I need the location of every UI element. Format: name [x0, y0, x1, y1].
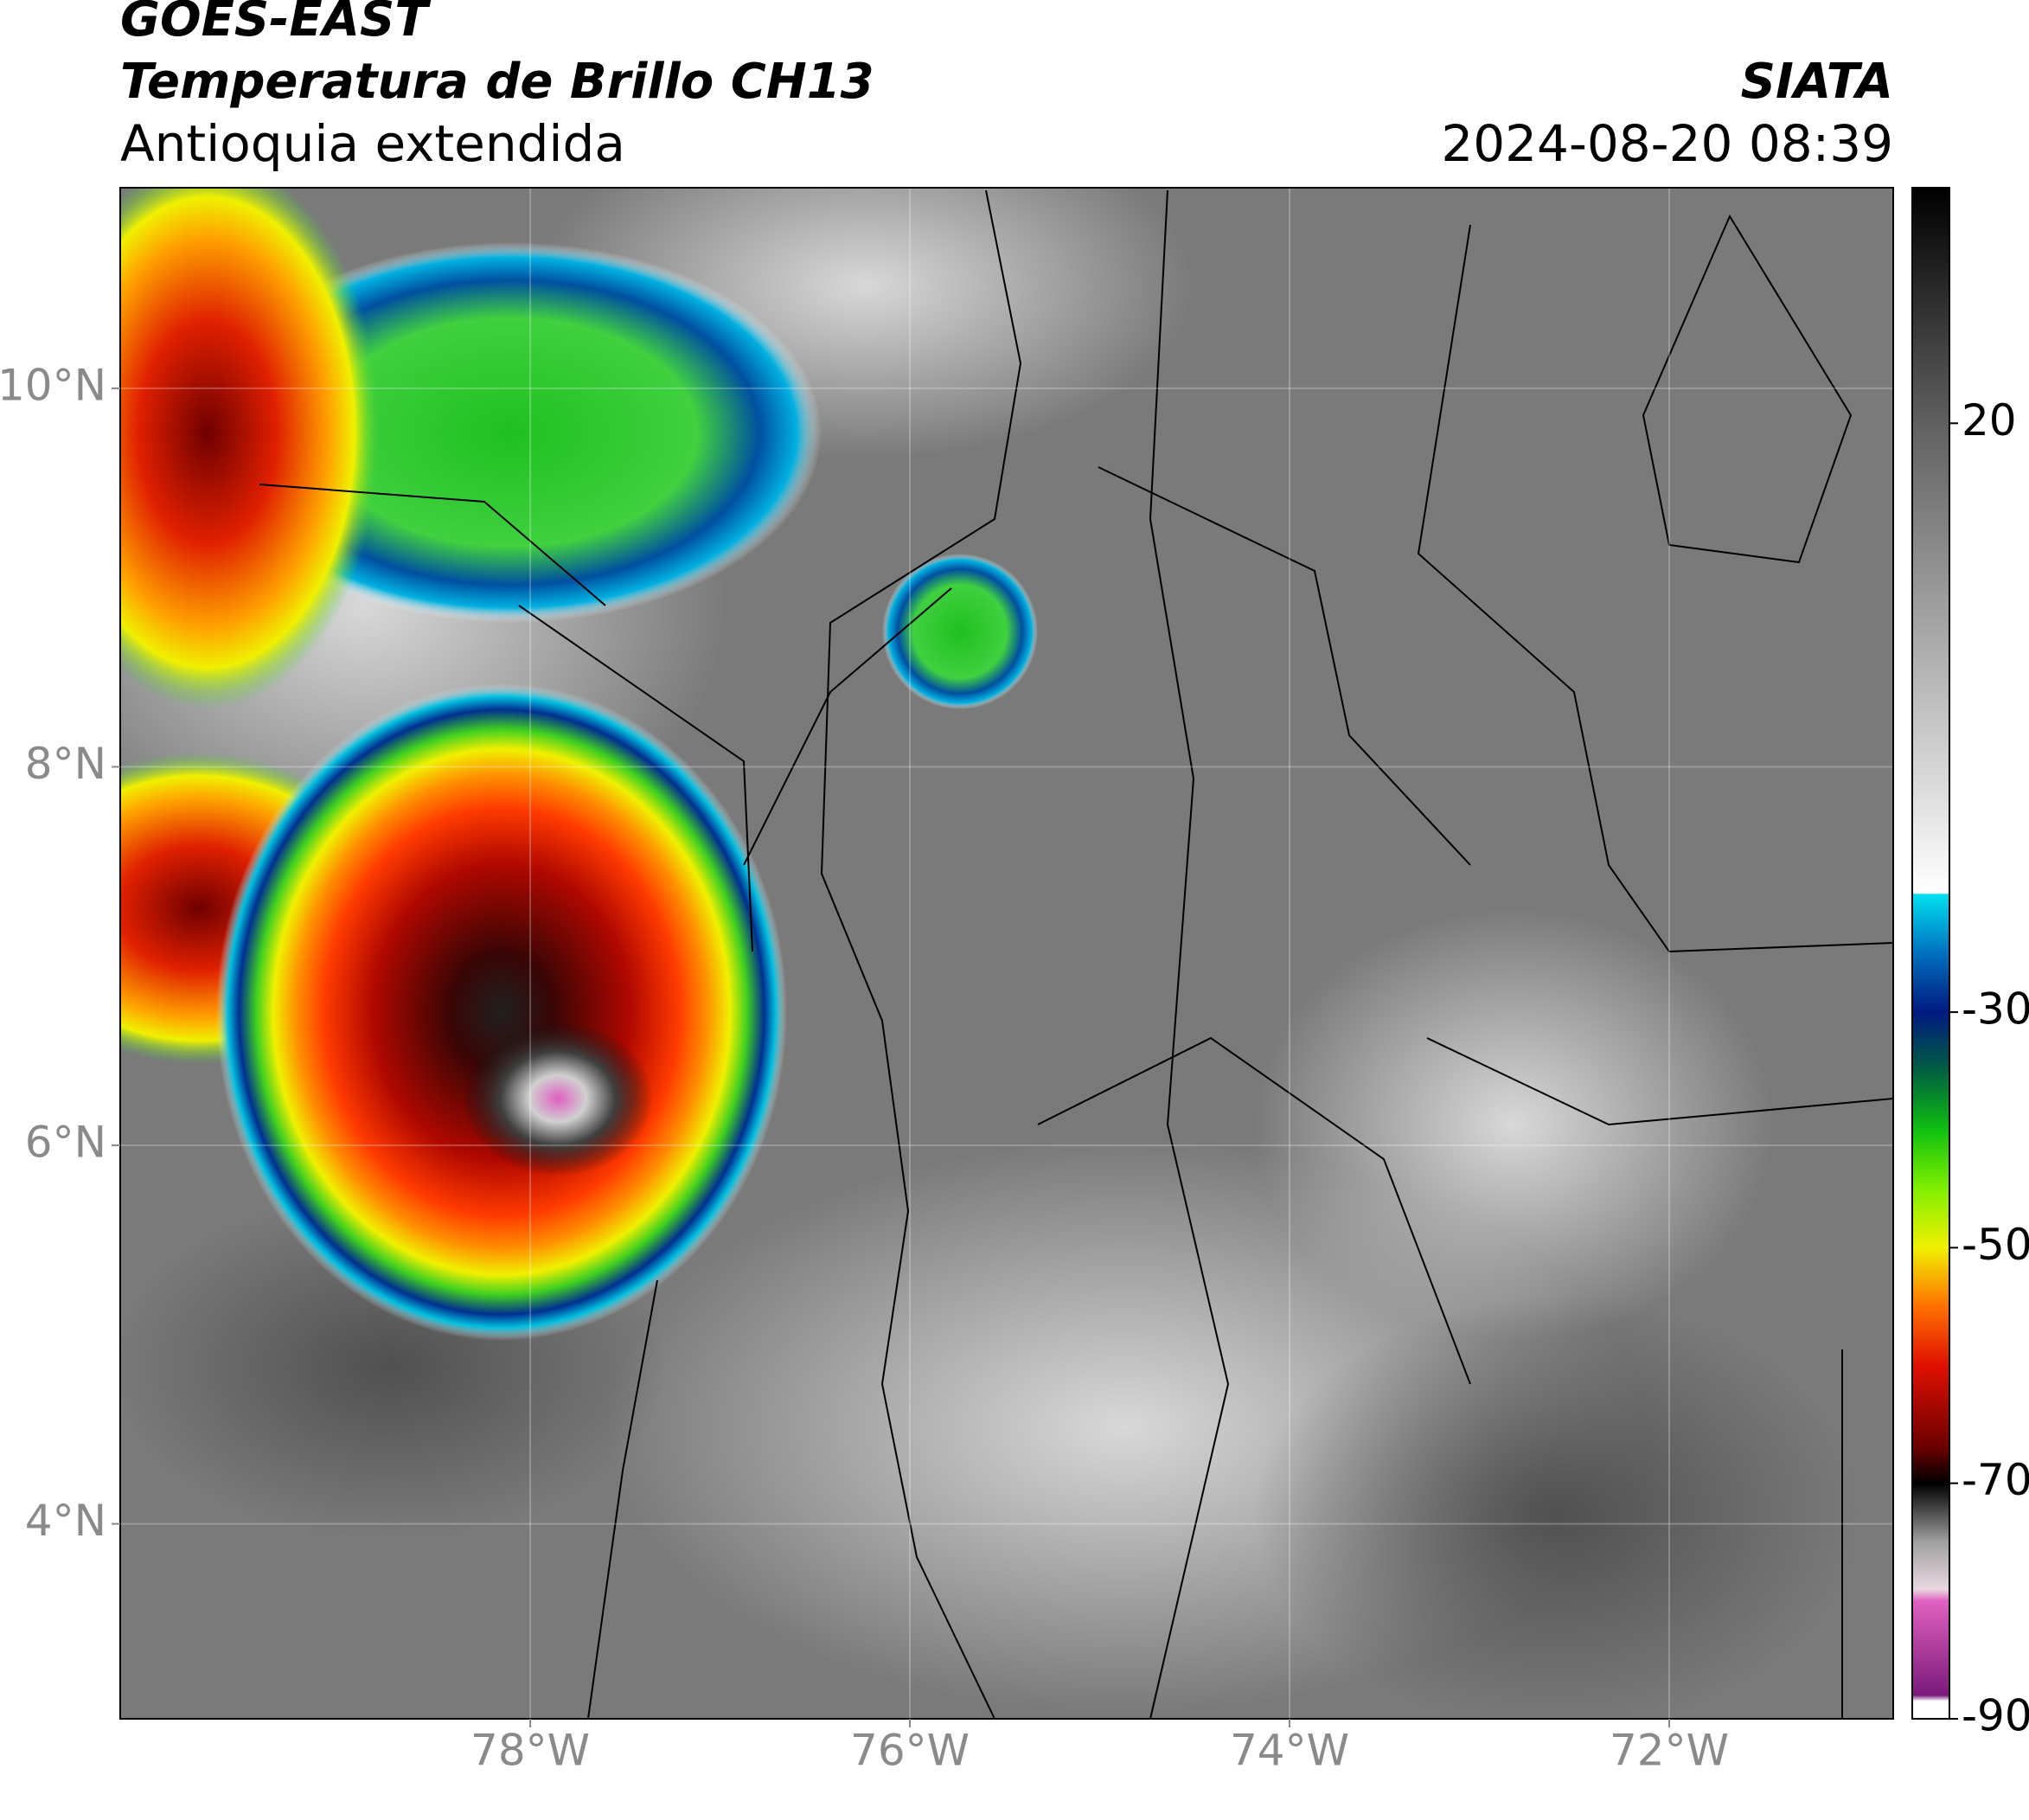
y-tick-label: 8°N [25, 739, 106, 789]
x-tick-label: 76°W [850, 1726, 970, 1776]
colorbar-tick-label: -90 [1962, 1691, 2029, 1741]
subtitle: Temperatura de Brillo CH13 [120, 54, 874, 110]
x-tick-label: 72°W [1610, 1726, 1729, 1776]
storm [216, 683, 787, 1341]
source: SIATA [1741, 54, 1893, 110]
borders [259, 189, 1893, 1719]
timestamp: 2024-08-20 08:39 [1441, 114, 1893, 173]
y-tick-label: 10°N [0, 360, 106, 410]
map-frame [119, 187, 1894, 1720]
colorbar-tick-label: -70 [1962, 1455, 2029, 1505]
region: Antioquia extendida [120, 114, 625, 173]
colorbar-tick-label: -30 [1962, 984, 2029, 1035]
graticule [120, 188, 1893, 1719]
cloud-patch [120, 188, 381, 709]
x-tick-label: 78°W [470, 1726, 590, 1776]
y-tick-label: 4°N [25, 1496, 106, 1546]
dark-area [1254, 1298, 1859, 1719]
y-tick-label: 6°N [25, 1118, 106, 1168]
title: GOES-EAST [120, 0, 431, 48]
colorbar-tick-label: -50 [1962, 1220, 2029, 1270]
storm-core [463, 1021, 653, 1176]
x-tick-label: 74°W [1230, 1726, 1349, 1776]
satellite-image [120, 188, 1893, 1719]
light-cloud [1254, 908, 1773, 1341]
colorbar [1911, 187, 1950, 1720]
cloud-patch [882, 554, 1038, 709]
colorbar-tick-label: 20 [1962, 395, 2017, 445]
